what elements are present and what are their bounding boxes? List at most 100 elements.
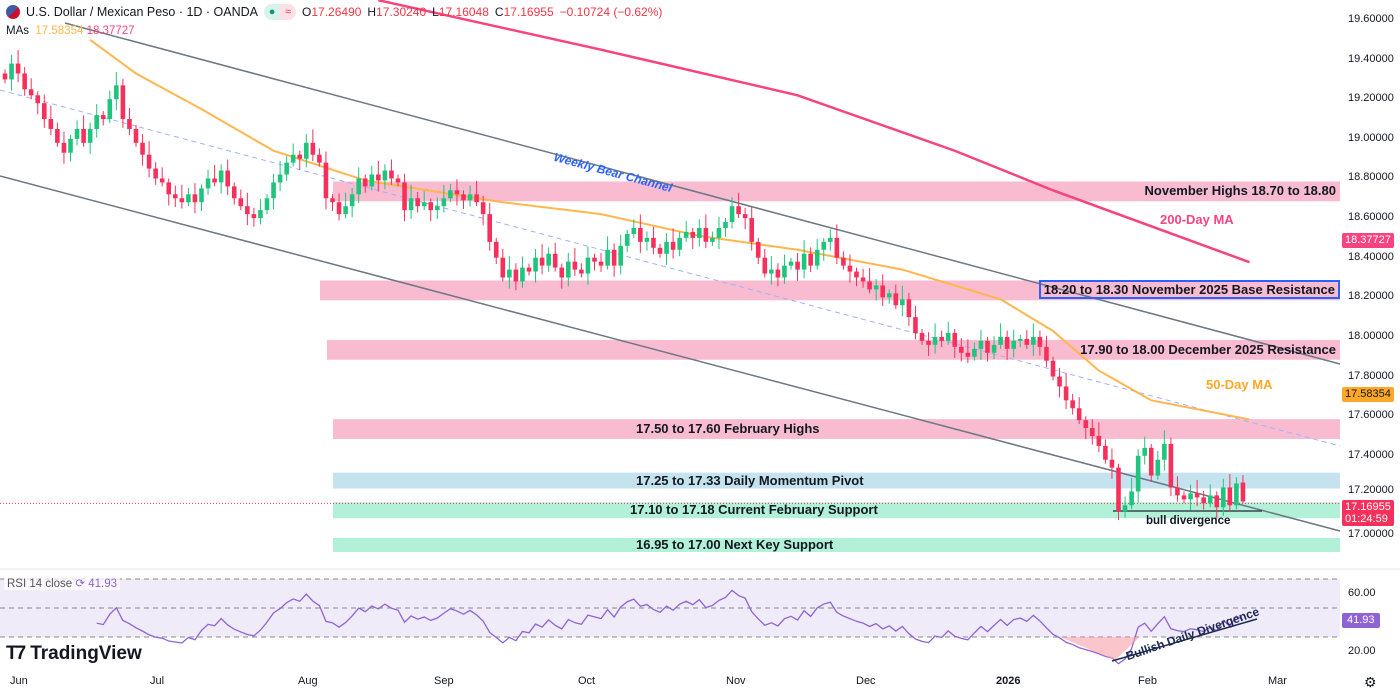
- candle-body: [716, 227, 722, 238]
- candle-body: [349, 194, 355, 207]
- candle-body: [624, 233, 630, 246]
- candle-body: [526, 267, 532, 272]
- candle-body: [965, 352, 971, 357]
- candle-body: [1240, 482, 1246, 502]
- candle-body: [467, 194, 473, 201]
- candle-body: [644, 237, 650, 242]
- tradingview-logo[interactable]: T7 TradingView: [6, 643, 142, 664]
- candle-body: [159, 178, 165, 183]
- candle-body: [723, 222, 728, 228]
- market-open-dot-icon: ●: [264, 4, 281, 20]
- channel-midline: [0, 89, 1341, 447]
- candle-body: [742, 214, 748, 219]
- candle-body: [127, 119, 132, 129]
- candle-body: [769, 269, 774, 274]
- candle-body: [15, 63, 21, 74]
- market-status-badge[interactable]: ● ≈: [264, 4, 297, 20]
- candle-body: [480, 202, 486, 215]
- price-tick: 17.60000: [1348, 409, 1394, 422]
- candle-body: [146, 154, 152, 169]
- symbol-title[interactable]: U.S. Dollar / Mexican Peso · 1D · OANDA: [26, 5, 259, 19]
- candle-body: [441, 198, 447, 207]
- candle-body: [605, 249, 610, 266]
- channel-upper-line: [64, 22, 1341, 365]
- zone-label: 17.90 to 18.00 December 2025 Resistance: [1080, 341, 1336, 357]
- candle-body: [736, 206, 741, 215]
- candle-body: [35, 95, 41, 104]
- zone-label: November Highs 18.70 to 18.80: [1144, 183, 1336, 199]
- time-tick: Aug: [298, 675, 318, 687]
- candle-body: [670, 241, 676, 250]
- candle-body: [448, 190, 453, 199]
- candle-body: [61, 142, 67, 153]
- candle-body: [264, 198, 270, 211]
- candle-body: [290, 154, 296, 163]
- candle-body: [1109, 459, 1115, 468]
- candle-body: [107, 99, 113, 120]
- price-tick: 17.80000: [1348, 369, 1394, 382]
- candle-body: [814, 249, 820, 266]
- candle-body: [474, 194, 479, 203]
- candle-body: [1227, 487, 1233, 506]
- candle-body: [192, 194, 198, 203]
- rsi-line: [96, 589, 1244, 665]
- moving-averages-legend[interactable]: MAs 17.58354 18.37727: [6, 25, 135, 37]
- candle-body: [808, 253, 813, 266]
- price-tick: 19.00000: [1348, 131, 1394, 144]
- time-tick: Nov: [726, 675, 746, 687]
- candle-body: [952, 332, 958, 347]
- settings-gear-icon[interactable]: ⚙: [1364, 674, 1377, 690]
- candle-body: [559, 267, 565, 278]
- candle-body: [133, 128, 139, 143]
- candle-body: [618, 245, 623, 266]
- zone-rect: [333, 419, 1340, 439]
- candle-body: [690, 231, 696, 238]
- candle-body: [317, 154, 322, 163]
- candle-body: [585, 257, 591, 274]
- candle-body: [762, 257, 768, 274]
- candle-body: [461, 194, 466, 201]
- candle-body: [408, 198, 414, 211]
- price-tick: 17.00000: [1348, 528, 1394, 540]
- candle-body: [919, 332, 925, 341]
- candle-body: [343, 206, 348, 215]
- candle-body: [991, 344, 997, 353]
- candle-body: [271, 182, 276, 199]
- candle-body: [533, 257, 538, 272]
- ma50-line: [89, 39, 1250, 421]
- candle-body: [323, 162, 329, 199]
- candle-body: [572, 261, 578, 270]
- candle-body: [428, 202, 434, 211]
- candle-body: [546, 253, 551, 266]
- candle-body: [81, 128, 86, 143]
- candle-body: [683, 231, 689, 238]
- time-tick: Dec: [856, 675, 876, 687]
- candle-body: [566, 261, 571, 278]
- candle-body: [873, 285, 879, 290]
- candle-body: [120, 85, 126, 120]
- price-tick: 18.80000: [1348, 171, 1394, 184]
- candle-body: [847, 265, 853, 272]
- candle-body: [55, 128, 60, 143]
- time-tick: Oct: [578, 675, 596, 687]
- rsi-oversold-fill: [1060, 637, 1140, 660]
- candle-body: [22, 73, 27, 90]
- zone-rect: [333, 502, 1340, 519]
- candle-body: [74, 128, 80, 139]
- rsi-legend[interactable]: RSI 14 close ⟳ 41.93: [4, 576, 121, 590]
- candle-body: [9, 63, 14, 80]
- ma50-annotation: 50-Day MA: [1206, 377, 1273, 392]
- ma200-price-badge: 18.37727: [1342, 233, 1394, 248]
- candle-body: [297, 154, 303, 159]
- candle-body: [1037, 336, 1043, 347]
- symbol-header: U.S. Dollar / Mexican Peso · 1D · OANDA …: [6, 4, 662, 20]
- candle-body: [1188, 493, 1193, 500]
- candle-body: [1142, 447, 1147, 456]
- bull-divergence-annotation: bull divergence: [1146, 515, 1231, 527]
- candle-body: [336, 202, 342, 215]
- candle-body: [87, 128, 93, 143]
- candle-body: [48, 119, 54, 129]
- candle-body: [114, 85, 119, 100]
- candle-body: [500, 257, 506, 278]
